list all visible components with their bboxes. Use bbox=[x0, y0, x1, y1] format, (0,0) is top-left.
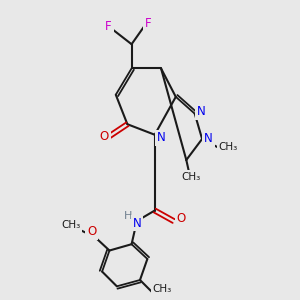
Text: O: O bbox=[100, 130, 109, 143]
Text: N: N bbox=[204, 132, 213, 146]
Text: F: F bbox=[105, 20, 112, 33]
Text: N: N bbox=[157, 131, 165, 144]
Text: CH₃: CH₃ bbox=[61, 220, 80, 230]
Text: H: H bbox=[124, 211, 133, 221]
Text: N: N bbox=[133, 217, 141, 230]
Text: O: O bbox=[87, 225, 96, 238]
Text: F: F bbox=[145, 17, 152, 30]
Text: CH₃: CH₃ bbox=[219, 142, 238, 152]
Text: CH₃: CH₃ bbox=[152, 284, 172, 295]
Text: O: O bbox=[176, 212, 186, 225]
Text: N: N bbox=[197, 105, 206, 118]
Text: CH₃: CH₃ bbox=[181, 172, 200, 182]
